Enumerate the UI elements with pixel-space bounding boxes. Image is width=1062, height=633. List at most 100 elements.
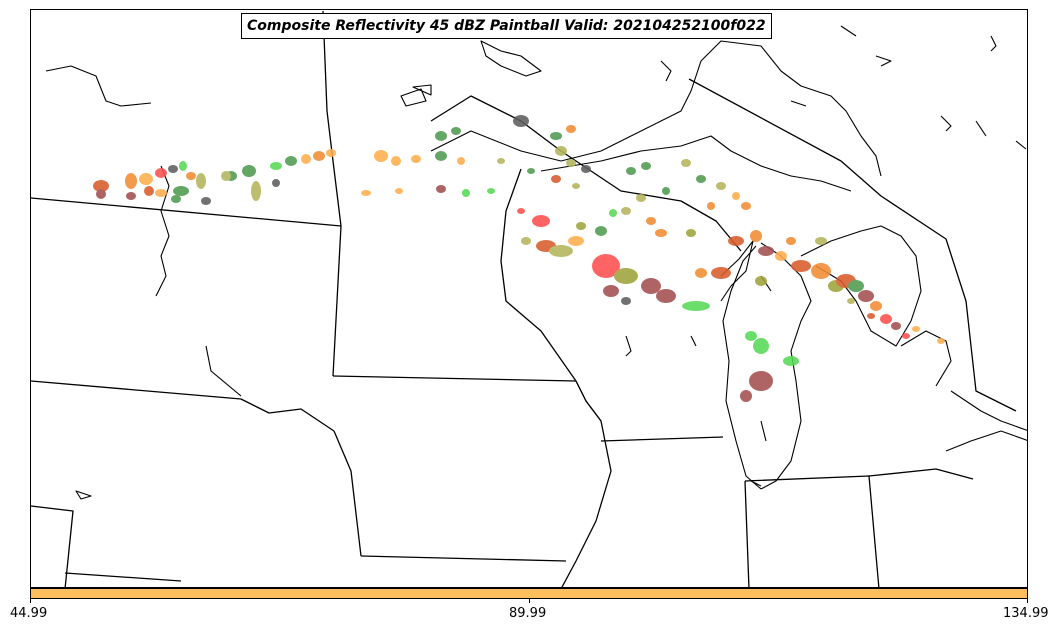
- reflectivity-blob: [171, 195, 181, 203]
- reflectivity-blob: [636, 194, 646, 202]
- colorbar-tick-label-mid: 89.99: [509, 606, 547, 621]
- reflectivity-blob: [242, 165, 256, 177]
- wi-lake-1: [625, 335, 632, 357]
- reflectivity-blob: [221, 171, 231, 181]
- reflectivity-blob: [572, 183, 580, 189]
- reflectivity-blob: [662, 187, 670, 195]
- reflectivity-blob: [532, 215, 550, 227]
- reflectivity-blob: [786, 237, 796, 245]
- ontario-lake-6: [990, 35, 997, 52]
- reflectivity-blob: [313, 151, 325, 161]
- reflectivity-blob: [435, 151, 447, 161]
- reflectivity-blob: [93, 180, 109, 192]
- reflectivity-blob: [626, 167, 636, 175]
- reflectivity-blob: [521, 237, 531, 245]
- reflectivity-blob: [741, 202, 751, 210]
- reflectivity-blob: [732, 192, 740, 200]
- reflectivity-blob: [902, 333, 910, 339]
- wi-lake-2: [690, 335, 697, 347]
- reflectivity-blob: [462, 189, 470, 197]
- canada-border-west: [430, 95, 562, 152]
- reflectivity-blob: [815, 237, 827, 245]
- colorbar-tick-min: [30, 599, 31, 603]
- reflectivity-blob: [179, 161, 187, 171]
- reflectivity-blob: [847, 298, 855, 304]
- ontario-lake-3: [660, 60, 672, 82]
- reflectivity-blob: [155, 189, 167, 197]
- reflectivity-blob: [251, 181, 261, 201]
- reflectivity-blob: [201, 197, 211, 205]
- ontario-lake-9: [1015, 140, 1027, 150]
- state-border-ne-ks: [31, 505, 74, 587]
- mi-lake-1: [760, 420, 767, 442]
- mi-thumb: [900, 330, 952, 387]
- mississippi-river: [575, 380, 602, 422]
- lake-superior-south: [540, 135, 852, 192]
- canada-border-east: [688, 78, 1017, 412]
- missouri-river: [205, 345, 242, 397]
- reflectivity-blob: [696, 175, 706, 183]
- reflectivity-paintball: [93, 115, 945, 402]
- ontario-lake-1: [400, 88, 427, 107]
- reflectivity-blob: [595, 226, 607, 236]
- reflectivity-blob: [435, 131, 447, 141]
- reflectivity-blob: [775, 251, 787, 261]
- mi-lake-3: [750, 480, 762, 487]
- reflectivity-blob: [566, 125, 576, 133]
- lake-erie-shore: [950, 390, 1027, 431]
- state-border-wi-mi-up: [560, 150, 742, 252]
- reflectivity-blob: [527, 168, 535, 174]
- reflectivity-blob: [155, 168, 167, 178]
- lake-erie-south: [945, 430, 1027, 452]
- reflectivity-blob: [555, 146, 567, 156]
- reflectivity-blob: [707, 202, 715, 210]
- reflectivity-blob: [867, 313, 875, 319]
- reflectivity-blob: [711, 267, 731, 279]
- state-border-wi-mn: [500, 168, 577, 382]
- state-border-ia-east: [561, 380, 612, 587]
- state-border-il-in: [744, 480, 750, 587]
- reflectivity-blob: [487, 188, 495, 194]
- reflectivity-blob: [513, 115, 529, 127]
- reflectivity-blob: [125, 173, 137, 189]
- reflectivity-blob: [609, 209, 617, 217]
- state-border-in-mi: [744, 475, 880, 587]
- state-border-mn-west: [322, 10, 342, 377]
- state-border-sd-ne: [31, 380, 335, 432]
- reflectivity-blob: [436, 185, 446, 193]
- reflectivity-blob: [749, 371, 773, 391]
- reflectivity-blob: [576, 222, 586, 230]
- reflectivity-blob: [641, 162, 651, 170]
- reflectivity-blob: [517, 208, 525, 214]
- reflectivity-blob: [285, 156, 297, 166]
- state-border-ia-north: [332, 375, 577, 382]
- mn-lake: [75, 490, 92, 500]
- state-border-ks-north: [64, 572, 182, 582]
- state-border-oh: [868, 468, 974, 480]
- red-river: [155, 165, 170, 297]
- reflectivity-blob: [395, 188, 403, 194]
- reflectivity-blob: [186, 172, 196, 180]
- reflectivity-blob: [655, 229, 667, 237]
- map-frame: [30, 9, 1028, 588]
- reflectivity-blob: [551, 175, 561, 183]
- green-bay: [720, 240, 754, 302]
- reflectivity-blob: [811, 263, 831, 279]
- reflectivity-blob: [646, 217, 656, 225]
- reflectivity-blob: [740, 390, 752, 402]
- reflectivity-blob: [641, 278, 661, 294]
- reflectivity-blob: [391, 156, 401, 166]
- reflectivity-blob: [750, 230, 762, 242]
- reflectivity-blob: [621, 297, 631, 305]
- state-border-wi-il: [600, 436, 724, 442]
- reflectivity-blob: [361, 190, 371, 196]
- reflectivity-blob: [686, 229, 696, 237]
- reflectivity-blob: [549, 245, 573, 257]
- lake-michigan-east: [760, 242, 812, 490]
- ontario-lake-5: [875, 55, 892, 67]
- lake-nipigon: [480, 40, 542, 77]
- reflectivity-blob: [848, 280, 864, 292]
- reflectivity-blob: [880, 314, 892, 324]
- state-border-nd-sd: [31, 197, 342, 227]
- map-title: Composite Reflectivity 45 dBZ Paintball …: [241, 13, 772, 39]
